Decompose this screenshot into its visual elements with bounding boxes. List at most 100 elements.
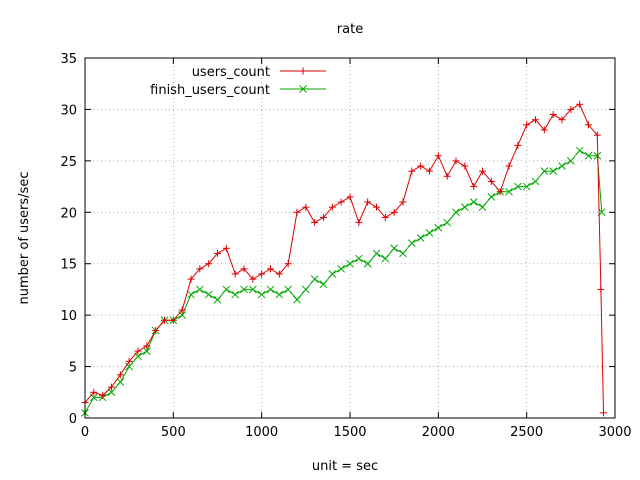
marker-stroke xyxy=(443,218,452,227)
data-point xyxy=(593,131,601,139)
marker-stroke xyxy=(301,285,310,294)
data-point xyxy=(152,327,160,335)
data-point xyxy=(134,347,142,355)
data-point xyxy=(310,275,319,283)
y-tick-label: 0 xyxy=(69,412,77,427)
data-point xyxy=(496,188,504,196)
data-point xyxy=(505,162,513,170)
data-point xyxy=(195,285,204,294)
marker-stroke xyxy=(337,265,346,273)
data-point xyxy=(320,213,327,221)
data-point xyxy=(381,254,390,263)
series-line xyxy=(84,149,603,414)
data-point xyxy=(354,254,363,263)
data-point xyxy=(311,219,319,227)
marker-stroke xyxy=(416,234,425,242)
data-point xyxy=(399,249,407,258)
data-point xyxy=(576,100,584,108)
marker-stroke xyxy=(257,290,266,299)
marker-stroke xyxy=(125,362,134,371)
marker-stroke xyxy=(346,259,354,268)
data-point xyxy=(487,177,495,185)
data-point xyxy=(319,280,328,289)
data-point xyxy=(275,270,283,278)
data-point xyxy=(142,347,151,355)
data-point xyxy=(187,275,195,283)
data-point xyxy=(373,203,380,211)
data-point xyxy=(549,167,558,175)
series-users-count xyxy=(81,100,608,417)
data-point xyxy=(408,167,416,175)
data-point xyxy=(407,239,416,247)
marker-stroke xyxy=(204,290,213,299)
axis-ticks: 0 500 1000 1500 2000 2500 3000 0 5 10 15 20 25 30 35 xyxy=(60,52,631,440)
data-point xyxy=(231,270,239,278)
data-point xyxy=(267,265,274,273)
data-point xyxy=(275,290,284,299)
marker-stroke xyxy=(328,270,337,278)
data-point xyxy=(143,342,151,350)
marker-stroke xyxy=(584,151,593,160)
marker-stroke xyxy=(134,352,142,361)
marker-stroke xyxy=(478,203,487,211)
data-point xyxy=(566,157,575,165)
data-point xyxy=(284,260,292,268)
data-point xyxy=(575,146,584,155)
legend-entry: finish_users_count xyxy=(150,83,326,98)
data-point xyxy=(364,198,372,206)
marker-stroke xyxy=(531,177,540,186)
data-point xyxy=(249,275,257,283)
data-point xyxy=(355,219,363,227)
data-point xyxy=(390,208,398,216)
y-tick-label: 30 xyxy=(60,103,77,118)
marker-stroke xyxy=(195,285,204,294)
data-point xyxy=(479,167,486,175)
x-tick-label: 2000 xyxy=(422,425,455,440)
marker-stroke xyxy=(452,208,460,217)
marker-stroke xyxy=(469,198,478,206)
data-point xyxy=(558,116,566,124)
data-point xyxy=(293,208,301,216)
data-point xyxy=(293,295,301,304)
x-tick-label: 500 xyxy=(161,425,186,440)
data-point xyxy=(523,121,531,129)
data-point xyxy=(478,203,487,211)
data-point xyxy=(205,260,213,268)
x-tick-label: 1000 xyxy=(245,425,278,440)
data-point xyxy=(337,265,346,273)
y-axis-label: number of users/sec xyxy=(17,172,32,305)
data-point xyxy=(460,203,469,211)
data-point xyxy=(452,208,460,217)
data-point xyxy=(434,152,442,160)
data-point xyxy=(452,157,460,165)
data-point xyxy=(108,383,115,391)
data-point xyxy=(90,388,98,396)
data-point xyxy=(443,218,452,227)
marker-stroke xyxy=(460,203,469,211)
data-point xyxy=(302,203,310,211)
data-point xyxy=(522,182,531,191)
data-point xyxy=(514,141,522,149)
data-point xyxy=(426,167,433,175)
marker-stroke xyxy=(266,285,275,294)
marker-stroke xyxy=(363,259,372,268)
data-point xyxy=(284,285,293,294)
data-point xyxy=(187,290,195,299)
marker-stroke xyxy=(407,239,416,247)
data-point xyxy=(381,213,389,221)
data-point xyxy=(549,111,557,119)
data-point xyxy=(417,162,425,170)
grid xyxy=(85,58,615,418)
data-point xyxy=(584,151,593,160)
marker-stroke xyxy=(513,182,522,191)
data-point xyxy=(328,270,337,278)
data-point xyxy=(363,259,372,268)
marker-stroke xyxy=(240,285,248,294)
data-point xyxy=(222,285,231,294)
data-point xyxy=(567,105,575,113)
data-point xyxy=(531,177,540,186)
marker-stroke xyxy=(116,378,125,386)
marker-stroke xyxy=(293,295,301,304)
data-point xyxy=(585,121,592,129)
data-point xyxy=(600,409,608,417)
